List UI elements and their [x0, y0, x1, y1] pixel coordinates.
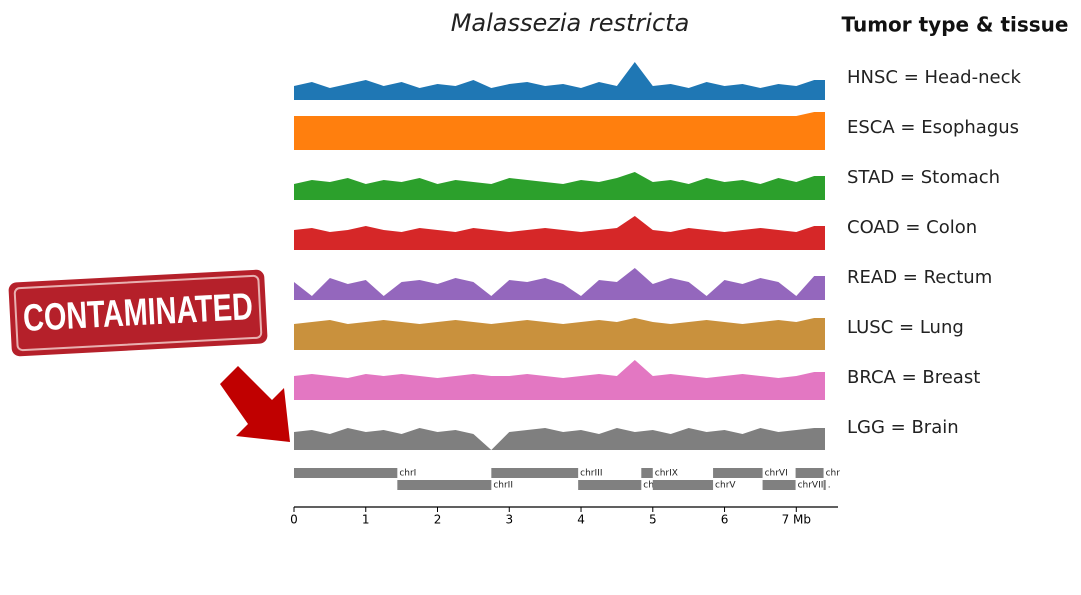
chart-title: Malassezia restricta [451, 9, 690, 37]
chromosome-label: chrVI [765, 469, 788, 479]
x-tick-label: 0 [290, 513, 298, 527]
stamp-border [13, 274, 263, 352]
legend-label: STAD = Stomach [847, 167, 1000, 188]
chromosome-label: chrV [715, 481, 736, 491]
legend-label: LUSC = Lung [847, 317, 964, 338]
chromosome-label: chr [826, 469, 841, 479]
chromosome [491, 468, 579, 478]
legend-label: READ = Rectum [847, 267, 992, 288]
chromosome [823, 480, 826, 490]
chromosome-label: chrIII [580, 469, 602, 479]
legend-label: ESCA = Esophagus [847, 117, 1019, 138]
coverage-track [294, 360, 825, 400]
chromosome [795, 468, 824, 478]
coverage-track [294, 216, 825, 250]
coverage-track [294, 172, 825, 200]
chromosome-label: chrII [493, 481, 513, 491]
coverage-track [294, 428, 825, 450]
chromosome [762, 480, 796, 490]
stamp: CONTAMINATED [8, 269, 268, 357]
coverage-track [294, 268, 825, 300]
x-tick-label: 4 [577, 513, 585, 527]
legend-label: COAD = Colon [847, 217, 977, 238]
x-tick-label: 6 [721, 513, 729, 527]
legend-title: Tumor type & tissue [842, 13, 1069, 37]
x-tick-label: 7 Mb [782, 513, 811, 527]
chromosome-label: chrI [399, 469, 416, 479]
chromosome [713, 468, 763, 478]
legend-label: BRCA = Breast [847, 367, 980, 388]
legend-label: HNSC = Head-neck [847, 67, 1021, 88]
x-tick-label: 1 [362, 513, 370, 527]
chromosome-label: . [828, 481, 831, 491]
stamp-box [8, 269, 268, 357]
chromosome [578, 480, 642, 490]
coverage-track [294, 318, 825, 350]
chromosome-label: chrIX [655, 469, 678, 479]
x-tick-label: 5 [649, 513, 657, 527]
legend-label: LGG = Brain [847, 417, 959, 438]
arrow [220, 366, 290, 442]
chromosome [397, 480, 492, 490]
chromosome-label: chrVII [798, 481, 824, 491]
x-tick-label: 2 [434, 513, 442, 527]
chromosome [294, 468, 398, 478]
x-tick-label: 3 [505, 513, 513, 527]
coverage-track [294, 112, 825, 150]
coverage-track [294, 62, 825, 100]
chromosome [641, 468, 653, 478]
chromosome [652, 480, 714, 490]
